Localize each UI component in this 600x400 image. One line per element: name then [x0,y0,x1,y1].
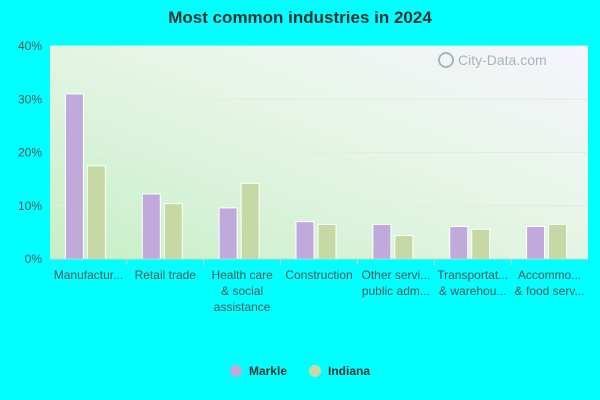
magnifier-icon [438,52,454,68]
bar-indiana [240,182,260,260]
bar-markle [64,93,84,260]
y-tick-label: 30% [18,92,42,106]
x-category-label-line: Transportat... [437,268,508,282]
legend-label-markle: Markle [248,364,287,378]
x-category-label: Transportat... & warehou... [437,268,508,298]
bar-indiana [548,223,568,260]
x-category-label-line: Retail trade [135,268,197,282]
bar-indiana [394,235,414,260]
y-tick-label: 40% [18,39,42,53]
x-category-label: Health care & social assistance [211,268,273,314]
x-category-label-line: Manufactur... [54,268,123,282]
legend-item-markle: Markle [229,364,287,378]
x-category-label-line: Accommo... [518,268,581,282]
y-tick-label: 0% [25,252,43,266]
x-category-label-line: Health care [211,268,273,282]
bar-indiana [471,228,491,260]
x-category-label: Manufactur... [54,268,123,282]
watermark: City-Data.com [438,52,547,68]
legend-item-indiana: Indiana [309,364,370,378]
bar-markle [449,226,469,260]
bar-markle [372,223,392,260]
x-category-label-line: Other servi... [362,268,431,282]
x-category-label-line: & social [221,284,263,298]
x-category-label: Accommo... & food serv... [515,268,585,298]
y-tick-label: 10% [18,199,42,213]
legend-swatch-indiana [309,365,321,377]
x-category-label-line: assistance [214,300,271,314]
legend-label-indiana: Indiana [328,364,371,378]
legend: Markle Indiana [0,364,600,378]
bar-indiana [317,223,337,260]
bar-indiana [163,203,183,260]
watermark-text: City-Data.com [458,52,547,68]
legend-swatch-markle [229,365,242,377]
y-tick-label: 20% [18,146,42,160]
bar-indiana [86,165,106,260]
x-category-label-line: Construction [285,268,352,282]
y-axis-ticks: 0% 10% 20% 30% 40% [18,39,42,266]
bar-markle [141,193,161,260]
bar-markle [526,226,546,260]
x-category-label-line: public adm... [362,284,430,298]
grid-lines [50,45,588,207]
bar-markle [295,221,315,260]
x-category-label-line: & food serv... [515,284,585,298]
bar-markle [218,207,238,260]
x-category-label: Other servi... public adm... [362,268,431,298]
x-category-label: Retail trade [135,268,197,282]
bars [50,93,588,265]
x-category-label-line: & warehou... [439,284,506,298]
x-category-label: Construction [285,268,352,282]
chart-title: Most common industries in 2024 [168,8,432,27]
x-axis-labels: Manufactur... Retail trade Health care & so… [54,268,585,314]
